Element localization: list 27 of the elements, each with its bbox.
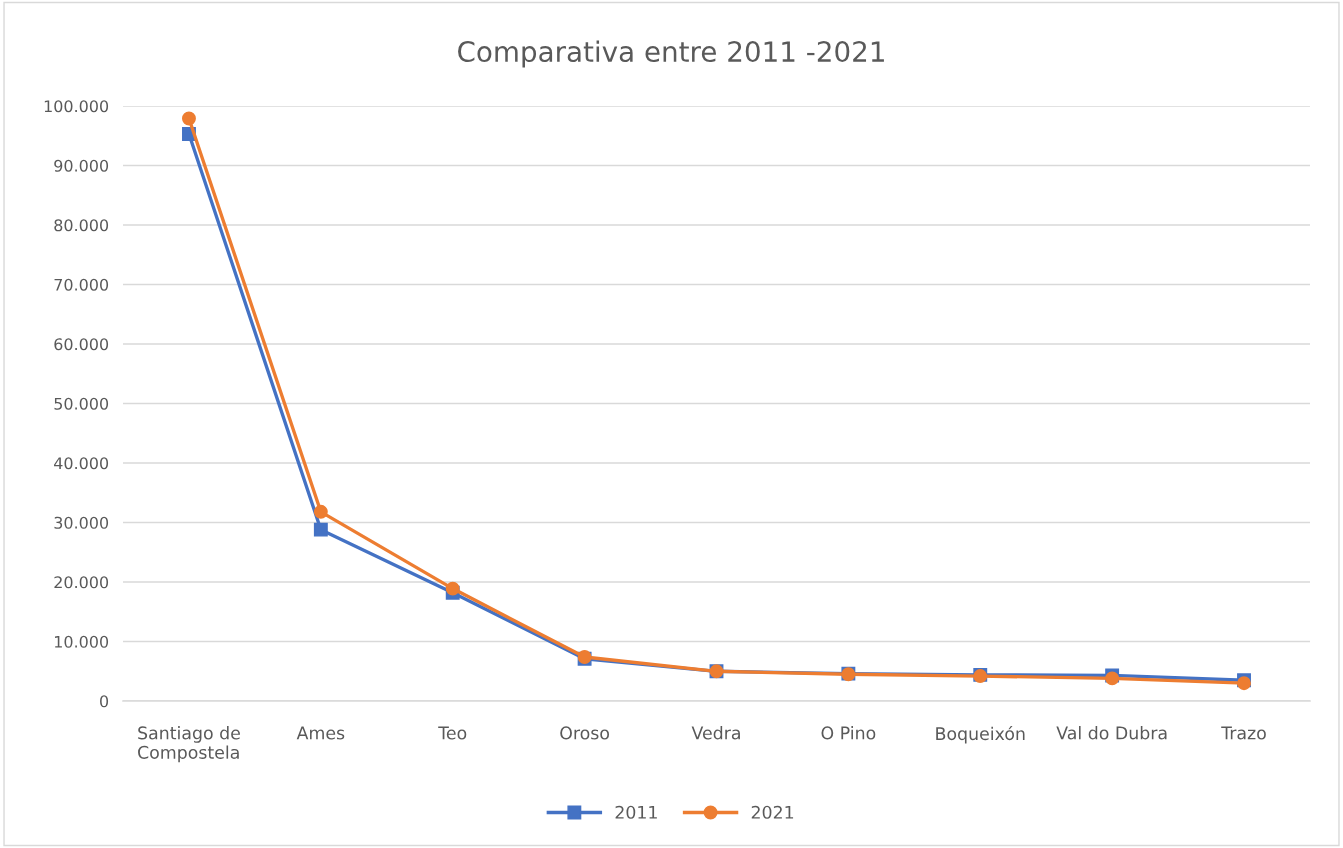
x-tick-label: Vedra [691, 726, 740, 740]
y-tick-label: 100.000 [44, 100, 109, 113]
x-tick-label: Teo [438, 726, 467, 740]
x-tick-label: Ames [296, 726, 345, 740]
x-tick-label: O Pino [821, 726, 876, 740]
y-tick-label: 70.000 [54, 278, 109, 291]
legend-label: 2011 [615, 805, 657, 819]
x-tick-label: Trazo [1221, 726, 1266, 740]
x-tick-label: Oroso [560, 726, 610, 740]
point [313, 522, 328, 537]
y-tick-label: 0 [100, 695, 109, 708]
y-tick-label: 10.000 [55, 635, 109, 648]
y-tick-label: 80.000 [54, 219, 109, 232]
chart-title: Comparativa entre 2011 -2021 [458, 40, 884, 68]
point [445, 581, 460, 596]
y-tick-label: 30.000 [54, 516, 109, 529]
point [313, 504, 328, 519]
y-tick-label: 50.000 [54, 397, 109, 410]
point [182, 111, 196, 126]
x-tick-label: Santiago de Compostela [138, 726, 240, 763]
x-tick-label: Boqueixón [936, 726, 1025, 744]
y-tick-label: 90.000 [54, 159, 109, 172]
y-tick-label: 40.000 [54, 457, 109, 470]
y-tick-label: 20.000 [54, 576, 109, 589]
legend-label: 2021 [751, 805, 794, 819]
x-tick-label: Val do Dubra [1056, 726, 1167, 740]
y-tick-label: 60.000 [54, 338, 109, 351]
